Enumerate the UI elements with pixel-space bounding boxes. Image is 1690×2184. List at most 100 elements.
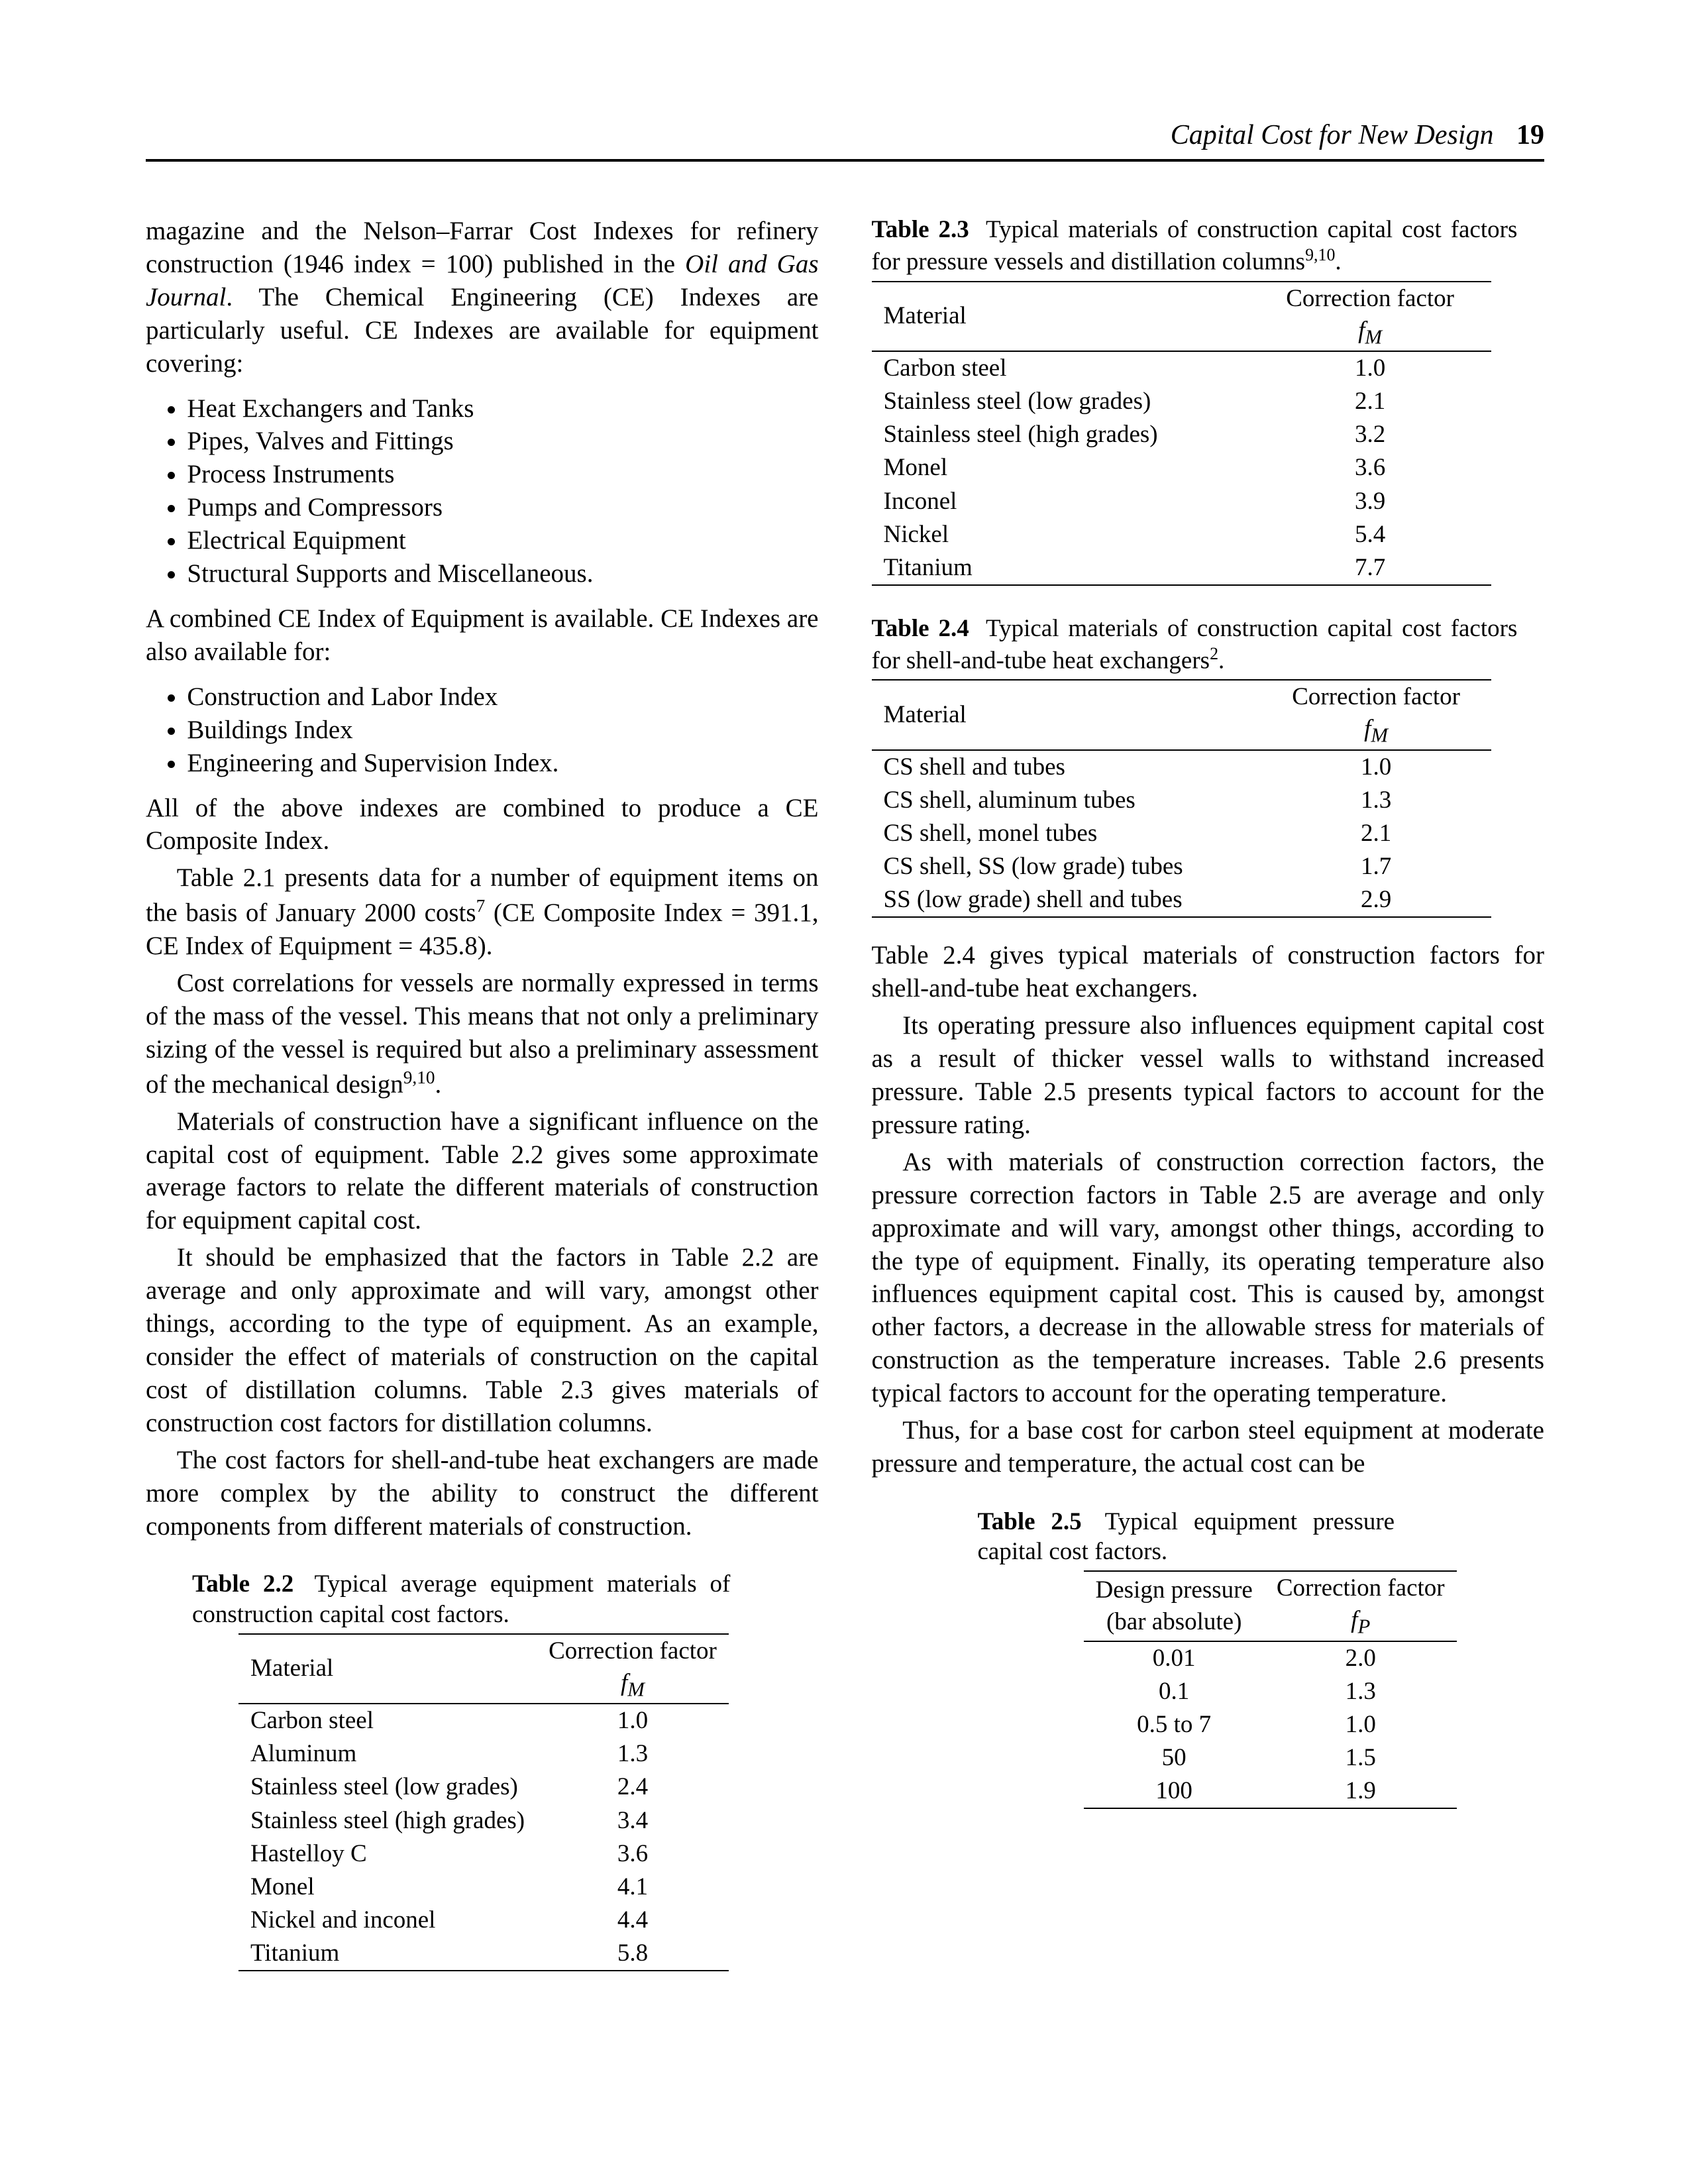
table-cell: Carbon steel: [872, 351, 1249, 385]
page-number: 19: [1501, 120, 1544, 150]
table-cell: Stainless steel (high grades): [238, 1804, 537, 1837]
table-cell: 1.0: [1261, 750, 1492, 784]
table-cell: 3.4: [537, 1804, 729, 1837]
paragraph: Table 2.4 gives typical materials of con…: [872, 939, 1545, 1005]
col-head-material: Material: [872, 680, 1261, 750]
table-cell: CS shell and tubes: [872, 750, 1261, 784]
col-head-material: Material: [238, 1634, 537, 1704]
text-run: (bar absolute): [1106, 1608, 1241, 1635]
paragraph: The cost factors for shell-and-tube heat…: [146, 1444, 819, 1543]
running-head: Capital Cost for New Design 19: [146, 119, 1544, 151]
table-cell: 2.1: [1249, 385, 1492, 418]
table-caption: Table 2.2 Typical average equipment mate…: [192, 1569, 730, 1629]
paragraph: All of the above indexes are combined to…: [146, 792, 819, 858]
col-head-factor: Correction factor fP: [1265, 1571, 1457, 1641]
text-run: Correction factor: [1277, 1574, 1445, 1602]
table-cell: CS shell, SS (low grade) tubes: [872, 850, 1261, 883]
table-cell: 2.1: [1261, 817, 1492, 850]
bullet-list: Construction and Labor Index Buildings I…: [146, 681, 819, 780]
table-2-4: Table 2.4 Typical materials of construct…: [872, 614, 1518, 920]
table-cell: Hastelloy C: [238, 1837, 537, 1871]
table-2-3: Table 2.3 Typical materials of construct…: [872, 215, 1518, 587]
table-body: 0.012.00.11.30.5 to 71.0501.51001.9: [1084, 1641, 1457, 1808]
table-cell: Stainless steel (low grades): [872, 385, 1249, 418]
table-cell: Monel: [872, 451, 1249, 484]
col-head-pressure: Design pressure (bar absolute): [1084, 1571, 1265, 1641]
table-cell: 4.1: [537, 1871, 729, 1904]
table-cell: Titanium: [872, 551, 1249, 585]
table-2-5: Table 2.5 Typical equipment pressure cap…: [978, 1507, 1395, 1810]
text-run: Correction factor: [549, 1637, 717, 1665]
table-cell: 1.9: [1265, 1774, 1457, 1808]
paragraph: Thus, for a base cost for carbon steel e…: [872, 1414, 1545, 1480]
table-cell: 1.3: [1261, 784, 1492, 817]
text-run: f: [1351, 1606, 1357, 1633]
paragraph: A combined CE Index of Equipment is avai…: [146, 602, 819, 669]
list-item: Heat Exchangers and Tanks: [187, 392, 818, 425]
table-cell: 1.0: [1265, 1708, 1457, 1741]
bullet-list: Heat Exchangers and Tanks Pipes, Valves …: [146, 392, 819, 590]
table-cell: 5.4: [1249, 518, 1492, 551]
table-cell: 3.6: [537, 1837, 729, 1871]
table-cell: CS shell, monel tubes: [872, 817, 1261, 850]
table-cell: 1.0: [1249, 351, 1492, 385]
table-cell: 1.7: [1261, 850, 1492, 883]
table-cell: CS shell, aluminum tubes: [872, 784, 1261, 817]
table-cell: 0.01: [1084, 1641, 1265, 1675]
text-run: f: [1364, 715, 1371, 742]
paragraph: Materials of construction have a signifi…: [146, 1105, 819, 1238]
table-body: Carbon steel1.0Aluminum1.3Stainless stee…: [238, 1704, 729, 1971]
table-cell: 100: [1084, 1774, 1265, 1808]
left-column: magazine and the Nelson–Farrar Cost Inde…: [146, 215, 819, 1993]
table-cell: Stainless steel (low grades): [238, 1771, 537, 1804]
citation: 2: [1210, 644, 1218, 663]
citation: 9,10: [1305, 245, 1335, 264]
table-cell: Nickel: [872, 518, 1249, 551]
table-cell: 3.6: [1249, 451, 1492, 484]
table-cell: Titanium: [238, 1937, 537, 1971]
list-item: Electrical Equipment: [187, 524, 818, 557]
table-2-2: Table 2.2 Typical average equipment mate…: [192, 1569, 730, 1973]
table-caption: Table 2.5 Typical equipment pressure cap…: [978, 1507, 1395, 1566]
text-run: f: [1358, 317, 1365, 344]
col-head-material: Material: [872, 282, 1249, 352]
table-cell: Inconel: [872, 485, 1249, 518]
table-cell: Aluminum: [238, 1737, 537, 1771]
table-cell: 0.5 to 7: [1084, 1708, 1265, 1741]
table-cell: Carbon steel: [238, 1704, 537, 1737]
paragraph: It should be emphasized that the factors…: [146, 1241, 819, 1439]
running-title: Capital Cost for New Design: [1171, 120, 1494, 150]
text-run: f: [621, 1669, 627, 1696]
table-cell: SS (low grade) shell and tubes: [872, 883, 1261, 917]
paragraph: Cost correlations for vessels are normal…: [146, 967, 819, 1101]
col-head-factor: Correction factor fM: [1249, 282, 1492, 352]
table-cell: 4.4: [537, 1904, 729, 1937]
symbol-fm: fM: [1364, 715, 1388, 742]
right-column: Table 2.3 Typical materials of construct…: [872, 215, 1545, 1993]
table-cell: 0.1: [1084, 1675, 1265, 1708]
list-item: Construction and Labor Index: [187, 681, 818, 714]
table-label: Table 2.3: [872, 216, 977, 243]
paragraph: Its operating pressure also influences e…: [872, 1009, 1545, 1142]
symbol-fm: fM: [1358, 317, 1382, 344]
header-rule: [146, 159, 1544, 162]
paragraph: magazine and the Nelson–Farrar Cost Inde…: [146, 215, 819, 380]
table-body: Carbon steel1.0Stainless steel (low grad…: [872, 351, 1492, 585]
table-label: Table 2.4: [872, 615, 977, 642]
paragraph: Table 2.1 presents data for a number of …: [146, 861, 819, 963]
col-head-factor: Correction factor fM: [1261, 680, 1492, 750]
paragraph: As with materials of construction correc…: [872, 1146, 1545, 1410]
table-cell: 1.0: [537, 1704, 729, 1737]
table-cell: 3.9: [1249, 485, 1492, 518]
text-run: Correction factor: [1286, 285, 1454, 312]
table-cell: 50: [1084, 1741, 1265, 1774]
symbol-fp: fP: [1351, 1606, 1370, 1633]
list-item: Pumps and Compressors: [187, 491, 818, 524]
table-caption: Table 2.3 Typical materials of construct…: [872, 215, 1518, 277]
table-cell: 2.4: [537, 1771, 729, 1804]
list-item: Buildings Index: [187, 714, 818, 747]
table-cell: Nickel and inconel: [238, 1904, 537, 1937]
table-label: Table 2.5: [978, 1508, 1090, 1535]
list-item: Pipes, Valves and Fittings: [187, 425, 818, 458]
table-cell: 5.8: [537, 1937, 729, 1971]
